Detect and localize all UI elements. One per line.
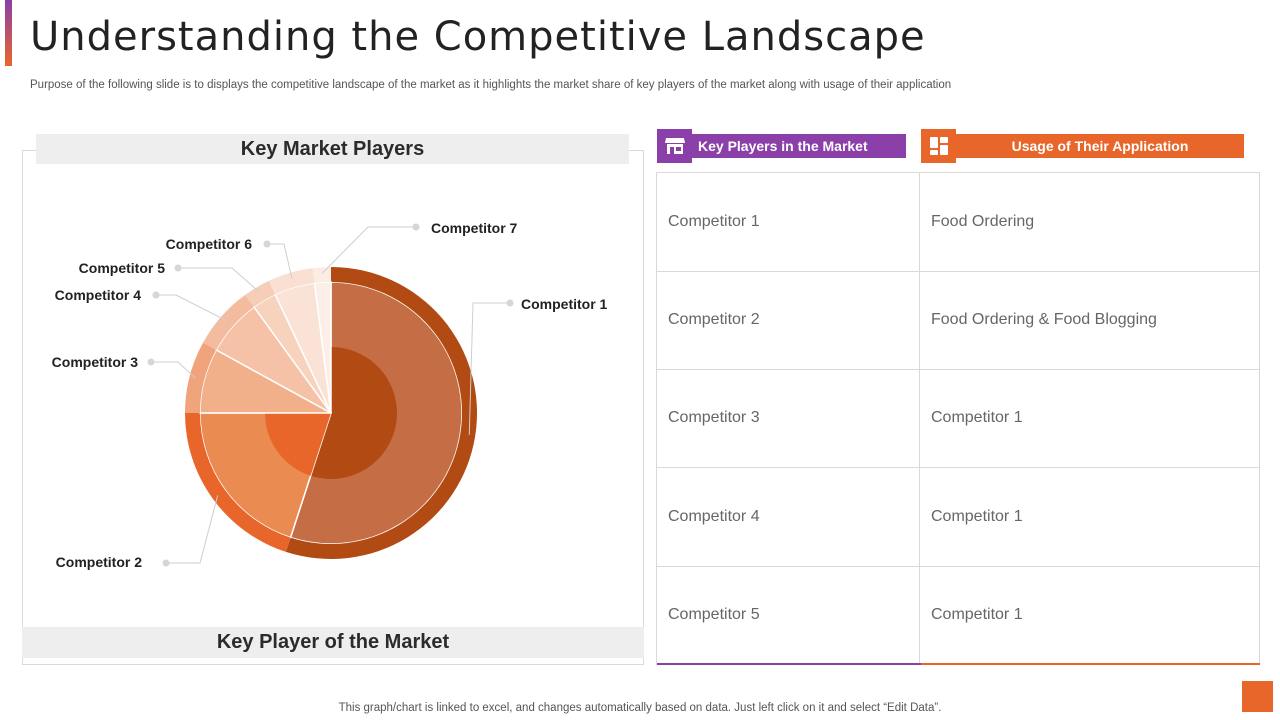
player-cell: Competitor 3 <box>656 369 920 467</box>
player-cell: Competitor 1 <box>656 173 920 271</box>
usage-cell: Food Ordering <box>920 173 1260 271</box>
label-leader-line <box>267 243 293 279</box>
label-dot <box>147 358 155 366</box>
usage-cell: Competitor 1 <box>920 468 1260 566</box>
label-dot <box>263 240 271 248</box>
store-icon <box>657 129 692 163</box>
label-dot <box>174 264 182 272</box>
label-leader-line <box>178 267 261 293</box>
title-accent-bar <box>5 0 12 66</box>
table-bottom-line-orange <box>921 663 1260 665</box>
chart-footer-label: Key Player of the Market <box>22 627 644 658</box>
pie-slice-label: Competitor 6 <box>166 236 253 252</box>
pie-inner-segment <box>310 347 397 479</box>
player-cell: Competitor 2 <box>656 271 920 369</box>
table-row: Competitor 4 Competitor 1 <box>656 468 1260 567</box>
pie-slice-label: Competitor 7 <box>431 220 518 236</box>
label-dot <box>412 223 420 231</box>
page-subtitle: Purpose of the following slide is to dis… <box>30 79 952 91</box>
pie-outer-ring-segment <box>268 268 315 295</box>
player-cell: Competitor 5 <box>656 566 920 664</box>
pie-slice-label: Competitor 5 <box>79 260 166 276</box>
player-cell: Competitor 4 <box>656 468 920 566</box>
table-header-players: Key Players in the Market <box>692 134 906 158</box>
table-bottom-line-purple <box>657 663 921 665</box>
label-leader-line <box>151 361 196 379</box>
players-table: Competitor 1 Food Ordering Competitor 2 … <box>656 172 1260 665</box>
chart-heading: Key Market Players <box>36 134 629 164</box>
usage-cell: Food Ordering & Food Blogging <box>920 271 1260 369</box>
table-row: Competitor 5 Competitor 1 <box>656 566 1260 665</box>
label-leader-line <box>156 294 227 321</box>
label-dot <box>152 291 160 299</box>
usage-cell: Competitor 1 <box>920 369 1260 467</box>
table-row: Competitor 3 Competitor 1 <box>656 369 1260 468</box>
pie-outer-ring-segment <box>203 294 255 350</box>
label-leader-line <box>321 226 416 274</box>
table-header-usage: Usage of Their Application <box>956 134 1244 158</box>
pie-slice-label: Competitor 3 <box>52 354 139 370</box>
label-dot <box>162 559 170 567</box>
pie-slice-label: Competitor 2 <box>56 554 143 570</box>
label-leader-line <box>468 302 510 435</box>
pie-slice-label: Competitor 4 <box>55 287 142 303</box>
label-leader-line <box>166 495 219 564</box>
corner-accent <box>1242 681 1273 712</box>
page-title: Understanding the Competitive Landscape <box>30 14 926 60</box>
label-dot <box>506 299 514 307</box>
table-row: Competitor 1 Food Ordering <box>656 173 1260 272</box>
dashboard-icon <box>921 129 956 163</box>
footer-note: This graph/chart is linked to excel, and… <box>338 702 942 714</box>
pie-chart[interactable]: Competitor 1 Competitor 2 Competitor 3 Comp… <box>0 0 660 640</box>
table-row: Competitor 2 Food Ordering & Food Bloggi… <box>656 271 1260 370</box>
pie-outer-ring-segment <box>245 280 276 308</box>
pie-outer-ring-segment <box>185 413 291 552</box>
usage-cell: Competitor 1 <box>920 566 1260 664</box>
pie-outer-ring-segment <box>185 342 217 413</box>
pie-slice-label: Competitor 1 <box>521 296 608 312</box>
pie-outer-ring-segment <box>312 267 331 284</box>
pie-inner-segment <box>265 413 331 476</box>
